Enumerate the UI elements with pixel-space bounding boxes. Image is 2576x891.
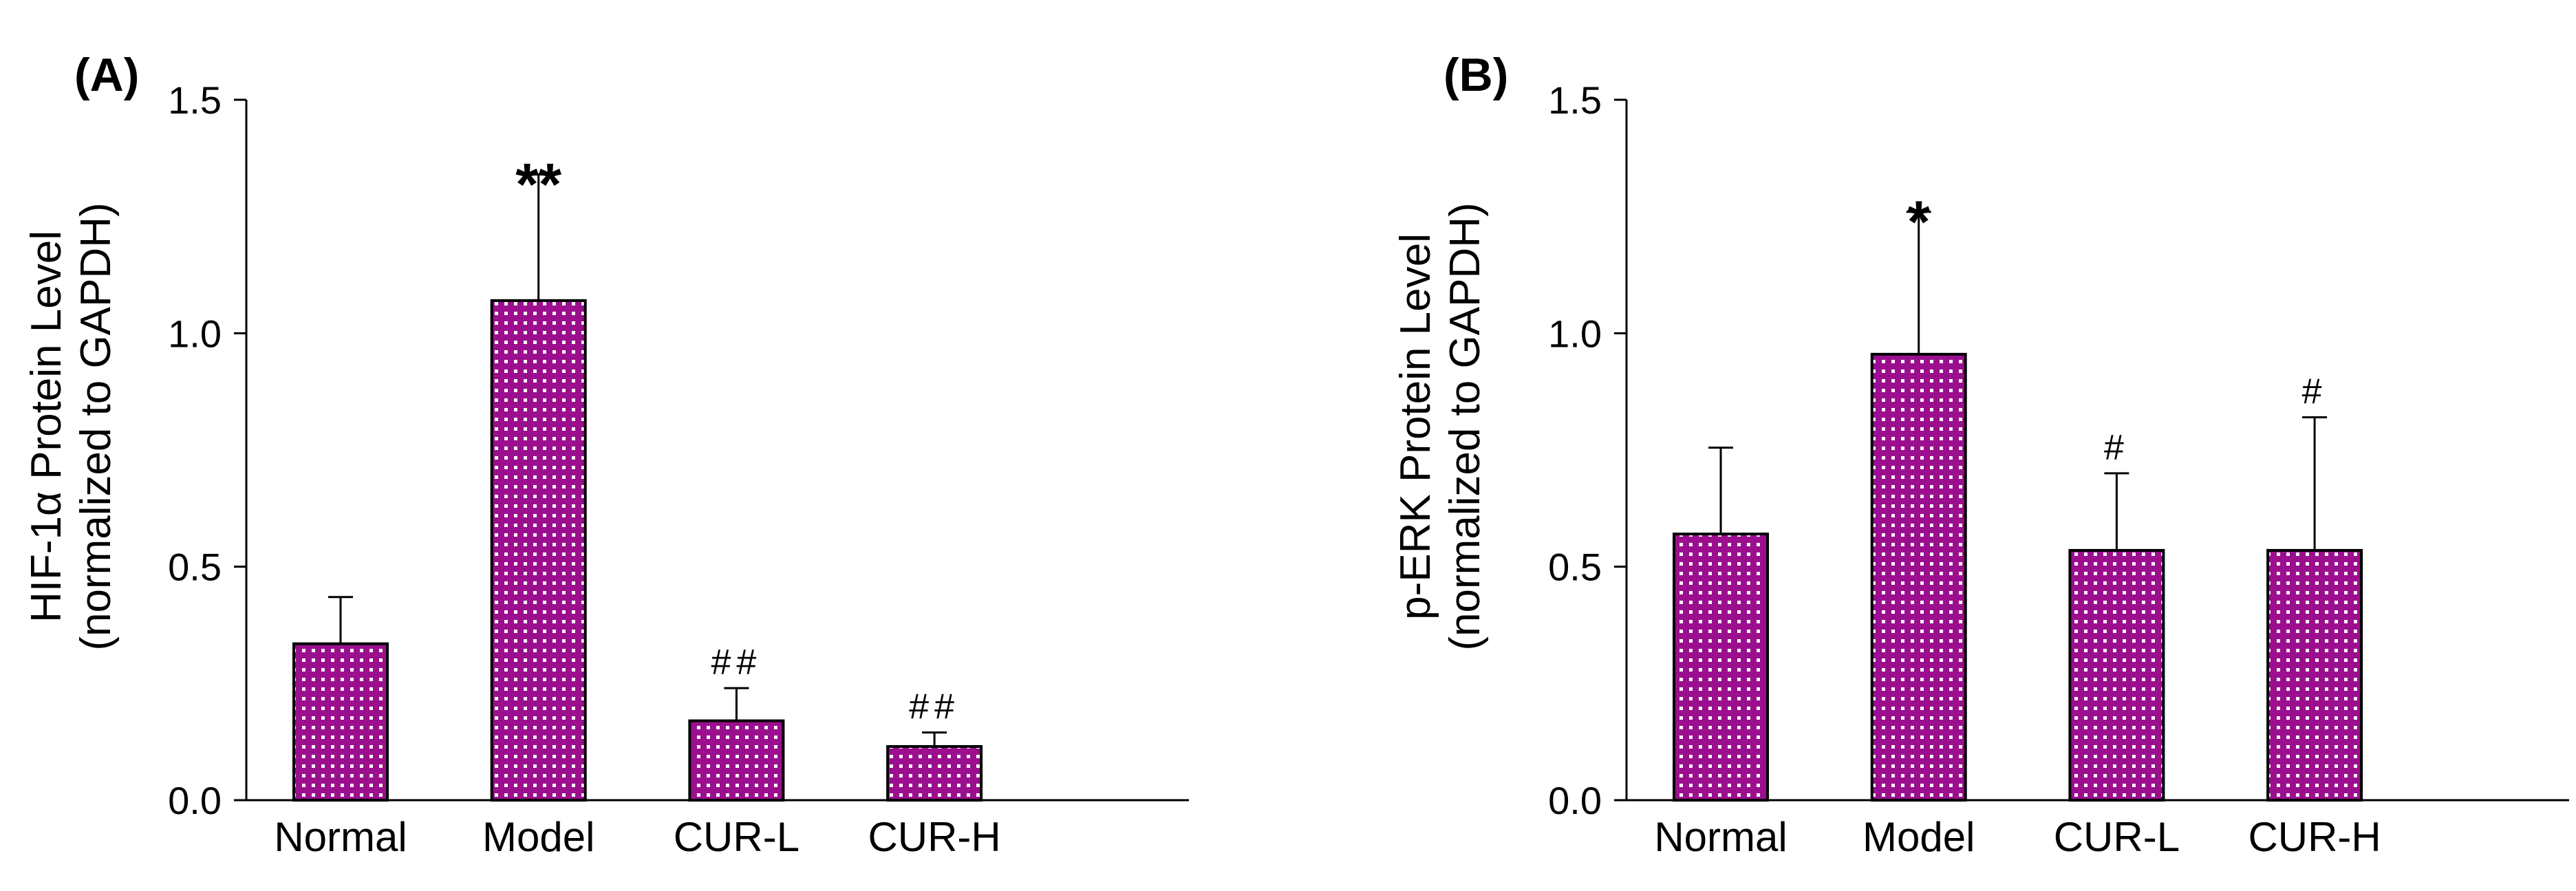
y-axis-label-line2: (normalized to GAPDH) — [72, 202, 120, 650]
x-tick-label: CUR-H — [868, 814, 1000, 860]
x-tick-label: Normal — [1654, 814, 1787, 860]
bar-model — [1870, 352, 1967, 802]
y-tick-label: 1.5 — [168, 78, 222, 122]
bar-cur-h — [886, 744, 983, 802]
bar-cur-l — [2068, 548, 2165, 802]
significance-marker: # — [2302, 372, 2328, 411]
y-ticks: 0.0 0.5 1.0 1.5 — [168, 78, 246, 822]
y-axis-label-line1: HIF-1α Protein Level — [23, 230, 70, 623]
bar-normal — [1673, 533, 1769, 802]
panel-b: (B) p-ERK Protein Level (normalized to G… — [1392, 49, 2569, 860]
significance-marker: ## — [909, 687, 960, 727]
y-tick-label: 0.0 — [168, 779, 222, 822]
x-tick-label: Model — [482, 814, 594, 860]
y-tick-label: 1.0 — [1548, 312, 1602, 355]
bars — [292, 173, 983, 802]
x-tick-label: Normal — [274, 814, 407, 860]
y-tick-label: 0.5 — [1548, 546, 1602, 589]
y-axis-label-line2: (normalized to GAPDH) — [1441, 202, 1489, 650]
y-tick-label: 1.5 — [1548, 78, 1602, 122]
y-tick-label: 1.0 — [168, 312, 222, 355]
significance-marker: ** — [515, 152, 561, 218]
panel-label: (B) — [1443, 49, 1508, 101]
y-tick-label: 0.0 — [1548, 779, 1602, 822]
x-tick-labels: Normal Model CUR-L CUR-H — [274, 814, 1000, 860]
significance-marker: ## — [711, 643, 762, 683]
bar-normal — [292, 642, 389, 802]
significance-labels: * # # — [1907, 189, 2328, 468]
bars — [1673, 211, 2363, 802]
x-tick-label: CUR-L — [2054, 814, 2180, 860]
significance-labels: ** ## ## — [515, 152, 960, 727]
x-tick-label: CUR-L — [674, 814, 799, 860]
x-tick-label: Model — [1863, 814, 1975, 860]
x-tick-label: CUR-H — [2248, 814, 2381, 860]
bar-cur-h — [2266, 548, 2363, 802]
x-tick-labels: Normal Model CUR-L CUR-H — [1654, 814, 2381, 860]
panel-a: (A) HIF-1α Protein Level (normalized to … — [23, 49, 1189, 860]
significance-marker: # — [2104, 428, 2129, 468]
bar-model — [490, 299, 587, 802]
panel-label: (A) — [74, 49, 139, 101]
significance-marker: * — [1907, 189, 1931, 255]
y-ticks: 0.0 0.5 1.0 1.5 — [1548, 78, 1627, 822]
y-tick-label: 0.5 — [168, 546, 222, 589]
bar-cur-l — [688, 719, 785, 802]
y-axis-label-line1: p-ERK Protein Level — [1392, 233, 1439, 620]
